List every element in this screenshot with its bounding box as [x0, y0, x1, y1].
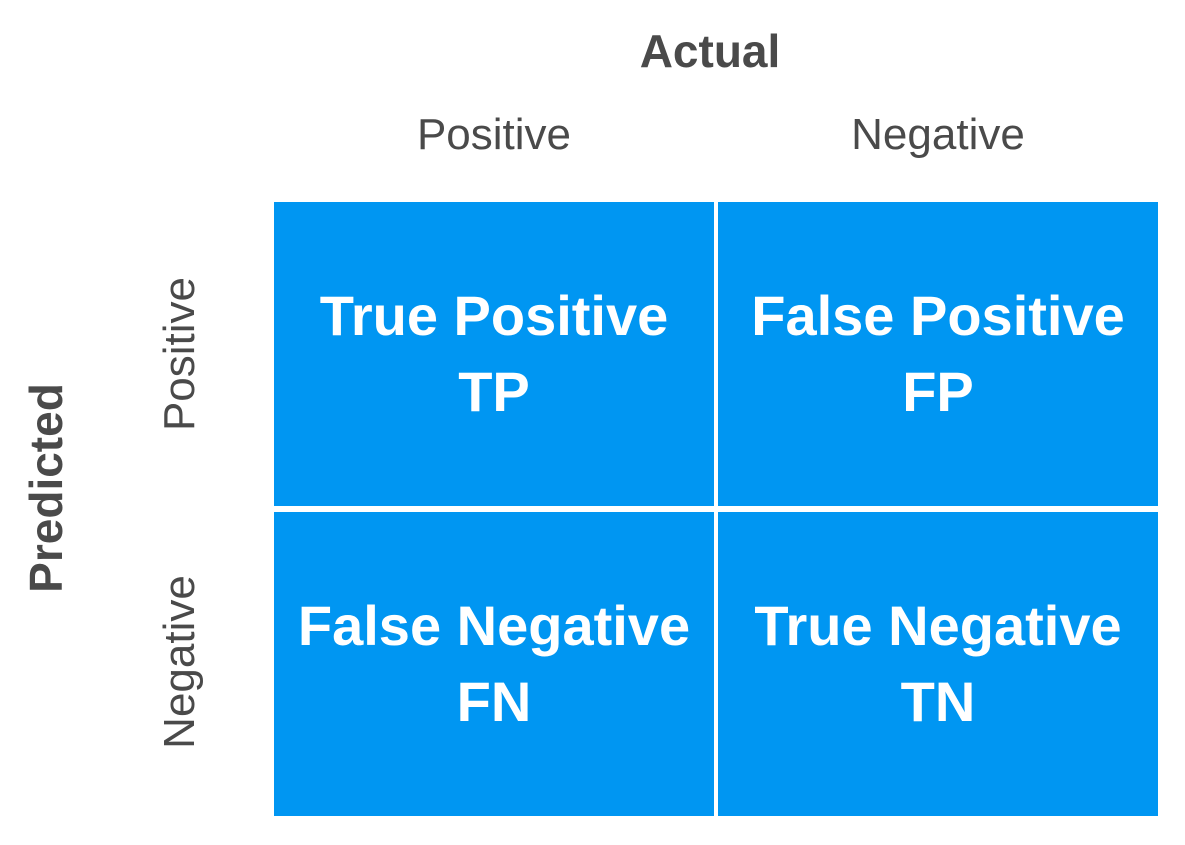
- cell-abbreviation: TP: [458, 360, 530, 423]
- predicted-axis-title: Predicted: [20, 383, 72, 593]
- cell-false-negative: False Negative FN: [274, 512, 714, 816]
- cell-abbreviation: TN: [900, 670, 976, 733]
- confusion-matrix-grid: True Positive TP False Positive FP False…: [274, 202, 1158, 816]
- cell-label: False Positive: [751, 284, 1125, 347]
- cell-abbreviation: FN: [456, 670, 532, 733]
- row-label-negative: Negative: [155, 575, 204, 749]
- column-label-positive: Positive: [416, 110, 572, 159]
- cell-label: False Negative: [297, 594, 691, 657]
- cell-abbreviation: FP: [902, 360, 974, 423]
- column-label-negative: Negative: [851, 110, 1025, 159]
- cell-label: True Positive: [319, 284, 669, 347]
- cell-true-positive: True Positive TP: [274, 202, 714, 506]
- actual-axis-title: Actual: [639, 25, 781, 77]
- row-label-positive: Positive: [155, 276, 204, 432]
- cell-false-positive: False Positive FP: [718, 202, 1158, 506]
- cell-label: True Negative: [754, 594, 1122, 657]
- cell-true-negative: True Negative TN: [718, 512, 1158, 816]
